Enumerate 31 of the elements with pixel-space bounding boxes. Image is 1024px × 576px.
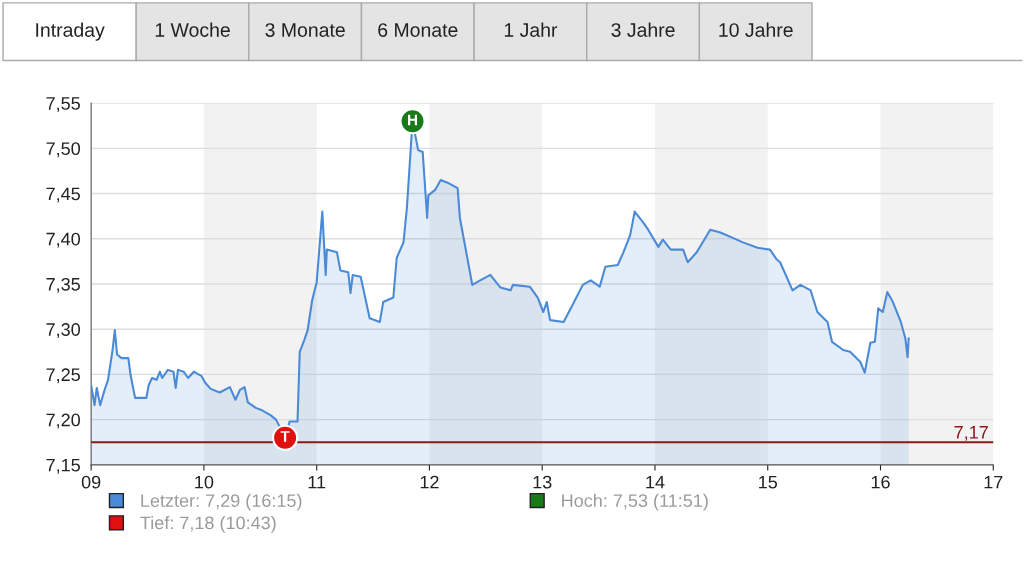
text: 6 Monate — [378, 23, 458, 37]
y-tick-label: 7,20 — [46, 413, 81, 429]
y-tick-label: 7,30 — [46, 323, 81, 339]
ref-line-label: 7,17 — [954, 426, 988, 441]
text: 1 Woche — [155, 22, 230, 37]
y-tick-label: 7,50 — [46, 142, 81, 158]
text: 3 Monate — [265, 23, 345, 37]
y-tick-label: 7,35 — [46, 277, 80, 293]
x-tick-label: 11 — [308, 475, 326, 489]
x-tick-label: 10 — [195, 475, 214, 489]
x-tick-label: 15 — [759, 475, 778, 489]
x-tick-label: 14 — [646, 475, 665, 489]
text: 1 Jahr — [504, 22, 558, 37]
text: 10 Jahre — [719, 22, 793, 37]
annotation: T — [280, 431, 290, 442]
y-tick-label: 7,55 — [46, 97, 80, 112]
legend-label: Hoch: 7,53 (11:51) — [562, 493, 708, 511]
y-tick-label: 7,15 — [46, 458, 80, 474]
x-tick-label: 17 — [984, 475, 1003, 489]
x-tick-label: 12 — [420, 475, 439, 489]
text: Intraday — [36, 22, 105, 41]
x-tick-label: 16 — [871, 475, 890, 489]
annotation: H — [408, 114, 418, 126]
y-tick-label: 7,45 — [46, 187, 80, 203]
x-tick-label: 09 — [81, 475, 101, 489]
legend-label: Tief: 7,18 (10:43) — [140, 516, 276, 533]
y-tick-label: 7,25 — [46, 368, 80, 384]
legend-label: Letzter: 7,29 (16:15) — [141, 493, 302, 511]
y-tick-label: 7,40 — [46, 232, 81, 248]
text: 3 Jahre — [611, 22, 675, 37]
x-tick-label: 13 — [533, 475, 552, 489]
